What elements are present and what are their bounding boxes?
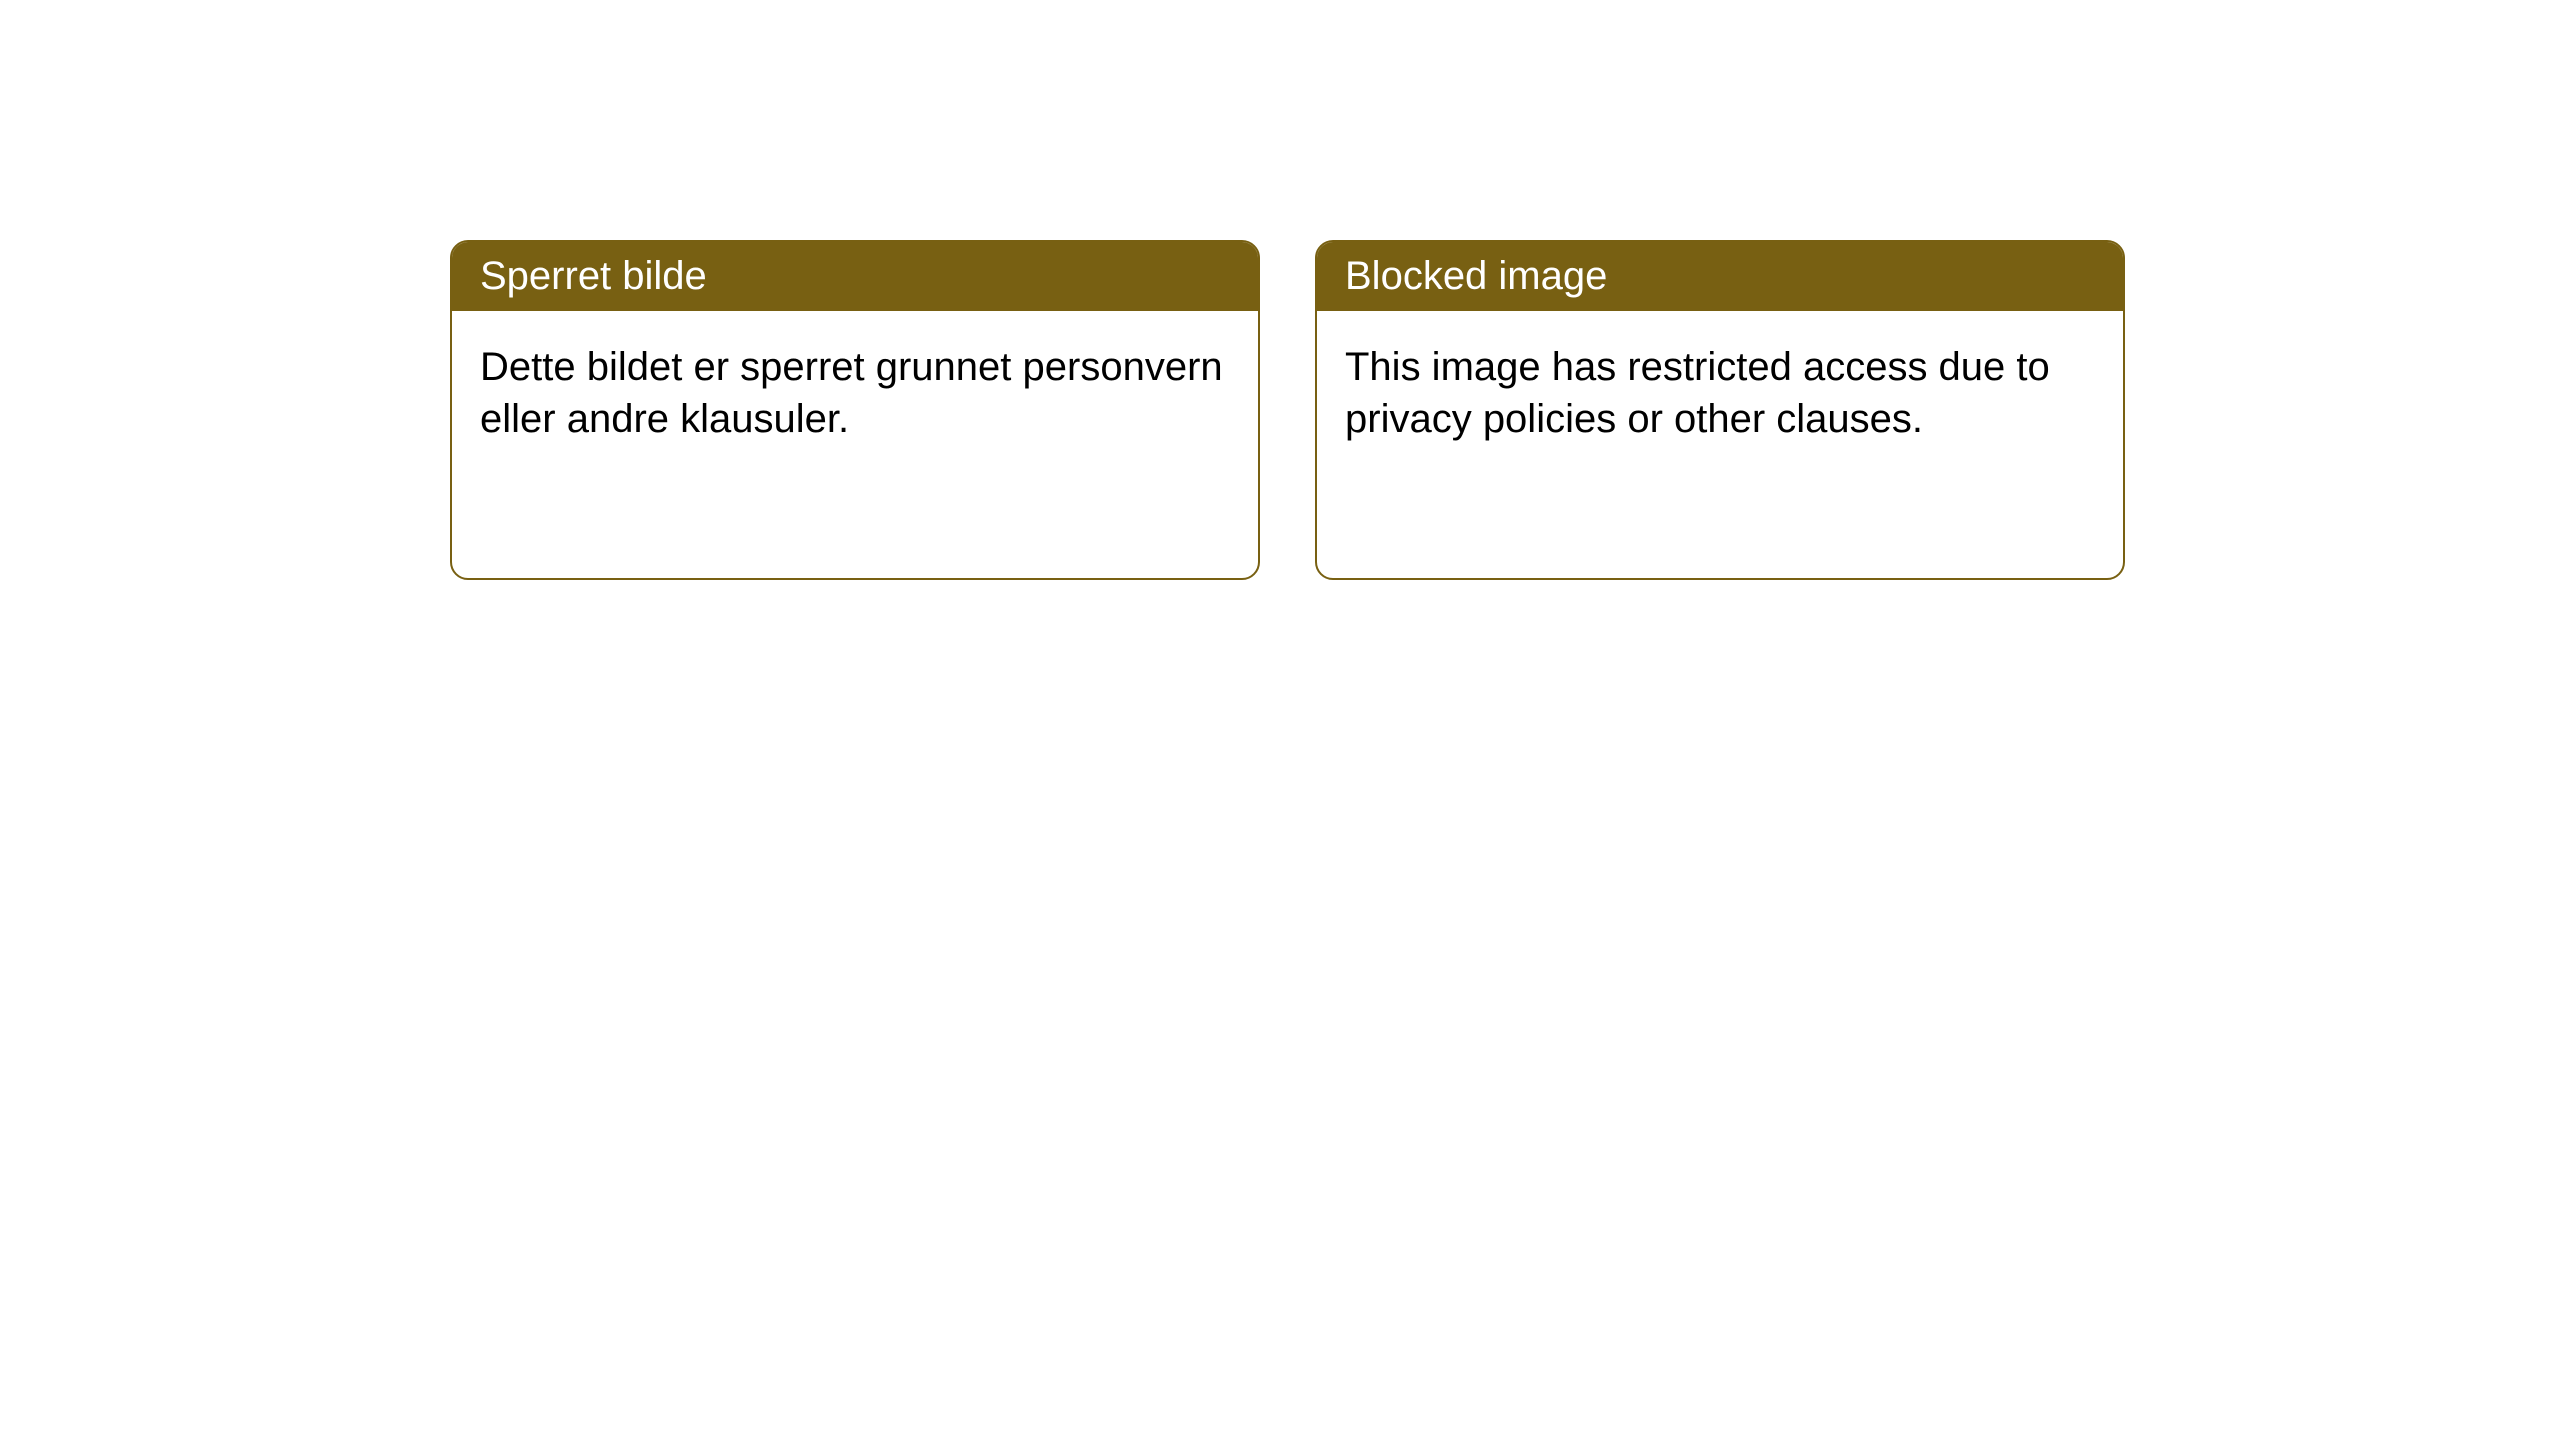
notice-header: Blocked image [1317,242,2123,311]
notice-header: Sperret bilde [452,242,1258,311]
notice-body: Dette bildet er sperret grunnet personve… [452,311,1258,475]
notice-body: This image has restricted access due to … [1317,311,2123,475]
notice-container: Sperret bilde Dette bildet er sperret gr… [0,0,2560,580]
notice-card-english: Blocked image This image has restricted … [1315,240,2125,580]
notice-card-norwegian: Sperret bilde Dette bildet er sperret gr… [450,240,1260,580]
